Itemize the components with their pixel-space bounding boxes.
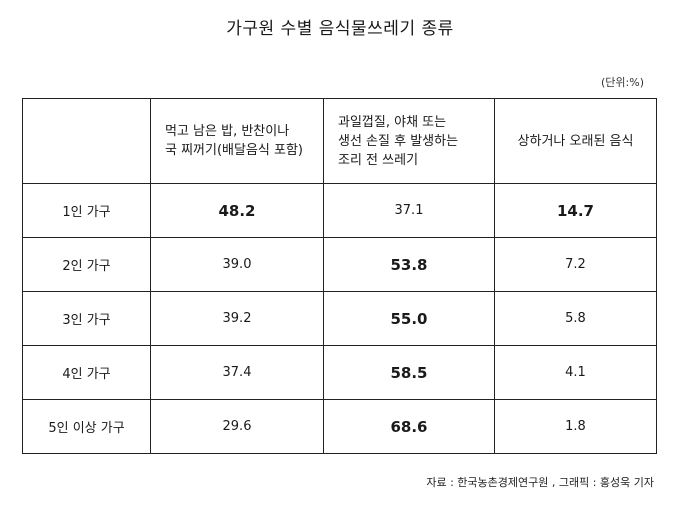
source-credit: 자료 : 한국농촌경제연구원 , 그래픽 : 홍성욱 기자 — [426, 476, 654, 489]
row-label: 5인 이상 가구 — [22, 399, 151, 454]
table-row: 3인 가구 39.2 55.0 5.8 — [22, 291, 657, 346]
value-cell: 7.2 — [494, 237, 657, 292]
value-cell: 1.8 — [494, 399, 657, 454]
column-header-spoiled-food: 상하거나 오래된 음식 — [494, 98, 657, 184]
row-label: 2인 가구 — [22, 237, 151, 292]
column-header-line: 조리 전 쓰레기 — [338, 152, 419, 168]
value-cell: 29.6 — [150, 399, 324, 454]
value-cell: 37.1 — [323, 183, 495, 238]
header-corner-cell — [22, 98, 151, 184]
header-row: 먹고 남은 밥, 반찬이나 국 찌꺼기(배달음식 포함) 과일껍질, 야채 또는… — [22, 98, 657, 184]
value-cell: 39.0 — [150, 237, 324, 292]
value-cell: 37.4 — [150, 345, 324, 400]
table-row: 2인 가구 39.0 53.8 7.2 — [22, 237, 657, 292]
column-header-line: 과일껍질, 야채 또는 — [338, 114, 447, 130]
value-cell: 14.7 — [494, 183, 657, 238]
value-cell: 55.0 — [323, 291, 495, 346]
column-header-line: 국 찌꺼기(배달음식 포함) — [165, 143, 304, 158]
value-cell: 4.1 — [494, 345, 657, 400]
chart-title: 가구원 수별 음식물쓰레기 종류 — [226, 19, 454, 39]
row-label: 3인 가구 — [22, 291, 151, 346]
value-cell: 5.8 — [494, 291, 657, 346]
table-row: 4인 가구 37.4 58.5 4.1 — [22, 345, 657, 400]
row-label: 1인 가구 — [22, 183, 151, 238]
value-cell: 58.5 — [323, 345, 495, 400]
table-row: 5인 이상 가구 29.6 68.6 1.8 — [22, 399, 657, 454]
column-header-prep-waste: 과일껍질, 야채 또는 생선 손질 후 발생하는 조리 전 쓰레기 — [323, 98, 495, 184]
column-header-leftover-food: 먹고 남은 밥, 반찬이나 국 찌꺼기(배달음식 포함) — [150, 98, 324, 184]
table-row: 1인 가구 48.2 37.1 14.7 — [22, 183, 657, 238]
value-cell: 68.6 — [323, 399, 495, 454]
unit-label: (단위:%) — [601, 76, 644, 89]
column-header-line: 먹고 남은 밥, 반찬이나 — [165, 124, 290, 139]
value-cell: 48.2 — [150, 183, 324, 238]
column-header-line: 생선 손질 후 발생하는 — [338, 133, 459, 149]
value-cell: 53.8 — [323, 237, 495, 292]
value-cell: 39.2 — [150, 291, 324, 346]
column-header-line: 상하거나 오래된 음식 — [517, 133, 634, 149]
row-label: 4인 가구 — [22, 345, 151, 400]
data-table: 먹고 남은 밥, 반찬이나 국 찌꺼기(배달음식 포함) 과일껍질, 야채 또는… — [22, 98, 657, 454]
